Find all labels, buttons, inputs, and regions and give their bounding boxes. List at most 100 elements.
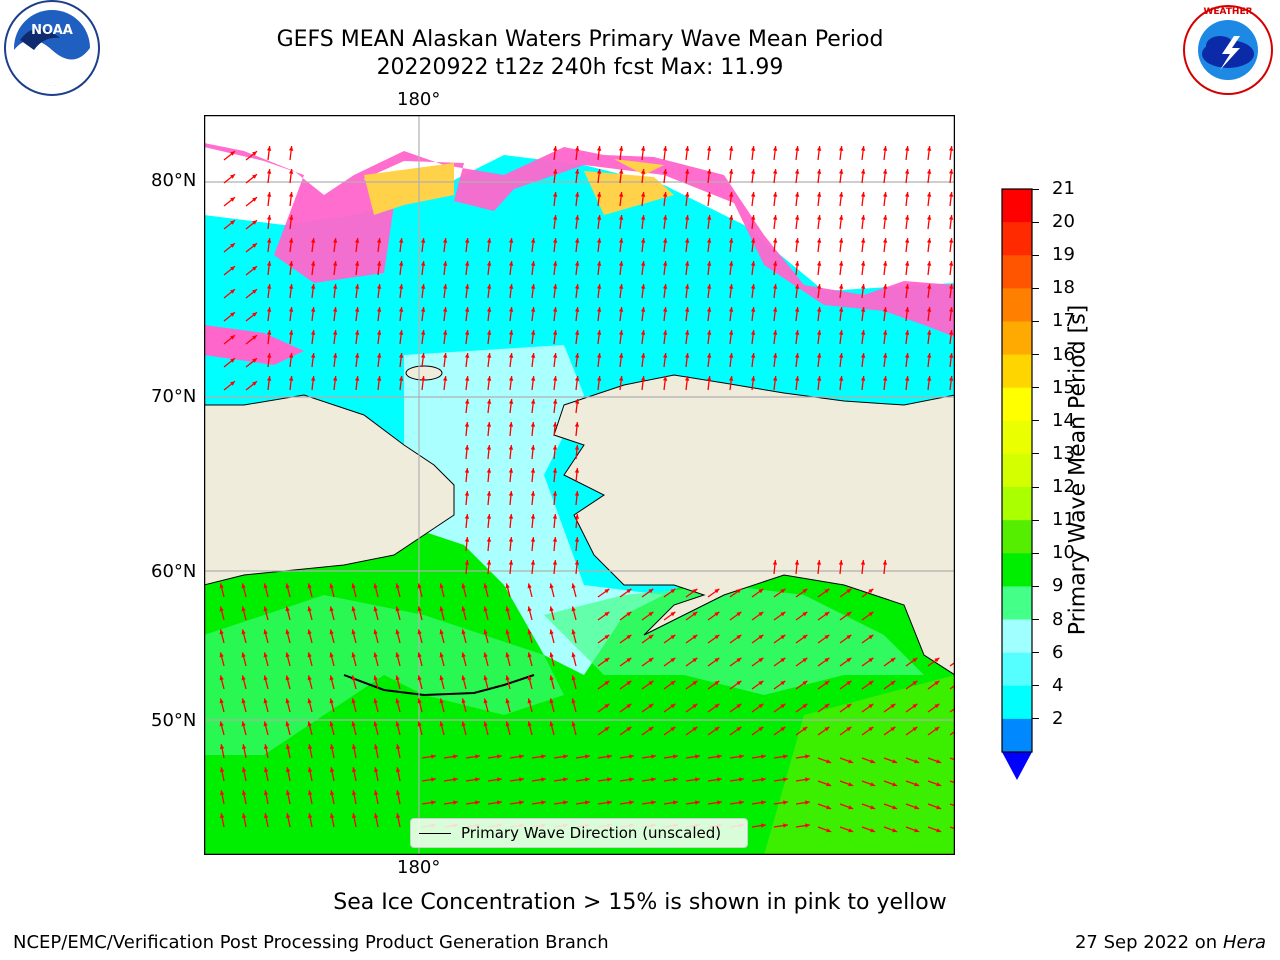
direction-arrow bbox=[926, 284, 932, 299]
direction-arrow bbox=[904, 215, 910, 230]
direction-arrow bbox=[948, 261, 954, 276]
direction-arrow bbox=[439, 721, 445, 736]
direction-arrow bbox=[575, 754, 590, 759]
direction-arrow bbox=[223, 311, 236, 322]
direction-arrow bbox=[904, 284, 910, 299]
direction-arrow bbox=[552, 169, 558, 184]
direction-arrow bbox=[574, 215, 580, 230]
direction-arrow bbox=[728, 169, 734, 184]
direction-arrow bbox=[285, 675, 291, 690]
direction-arrow bbox=[527, 629, 533, 644]
direction-arrow bbox=[949, 684, 955, 690]
direction-arrow bbox=[332, 353, 338, 368]
direction-arrow bbox=[949, 826, 955, 830]
direction-arrow bbox=[285, 721, 291, 736]
direction-arrow bbox=[772, 192, 778, 207]
direction-arrow bbox=[376, 376, 382, 391]
direction-arrow bbox=[223, 334, 236, 345]
direction-arrow bbox=[839, 634, 852, 644]
direction-arrow bbox=[618, 376, 624, 391]
direction-arrow bbox=[883, 826, 898, 833]
direction-arrow bbox=[376, 330, 382, 345]
colorbar-tick-label: 9 bbox=[1052, 575, 1064, 597]
direction-arrow bbox=[552, 491, 558, 506]
direction-arrow bbox=[223, 150, 236, 161]
direction-arrow bbox=[795, 680, 808, 690]
direction-arrow bbox=[663, 777, 678, 782]
direction-arrow bbox=[552, 238, 558, 253]
direction-arrow bbox=[223, 219, 236, 230]
sea-ice-high bbox=[364, 159, 674, 215]
direction-arrow bbox=[750, 353, 756, 368]
direction-arrow bbox=[376, 261, 382, 276]
direction-arrow bbox=[398, 376, 404, 391]
direction-arrow bbox=[508, 491, 514, 506]
direction-arrow bbox=[706, 261, 712, 276]
colorbar-tick-mark bbox=[1032, 354, 1039, 356]
direction-arrow bbox=[332, 330, 338, 345]
direction-arrow bbox=[619, 611, 632, 621]
direction-arrow bbox=[927, 780, 942, 787]
direction-arrow bbox=[706, 192, 712, 207]
direction-arrow bbox=[860, 307, 866, 322]
direction-arrow bbox=[597, 726, 610, 736]
direction-arrow bbox=[505, 606, 511, 621]
direction-arrow bbox=[421, 777, 436, 782]
direction-arrow bbox=[241, 767, 247, 782]
direction-arrow bbox=[795, 823, 810, 828]
direction-arrow bbox=[461, 721, 467, 736]
direction-arrow bbox=[219, 790, 225, 805]
direction-arrow bbox=[288, 146, 294, 161]
direction-arrow bbox=[838, 284, 844, 299]
direction-arrow bbox=[882, 330, 888, 345]
direction-arrow bbox=[773, 588, 786, 598]
direction-arrow bbox=[663, 680, 676, 690]
direction-arrow bbox=[508, 445, 514, 460]
lon-label-top: 180° bbox=[397, 89, 441, 110]
direction-arrow bbox=[905, 657, 918, 667]
direction-arrow bbox=[552, 399, 558, 414]
colorbar-tick-mark bbox=[1032, 486, 1039, 488]
direction-arrow bbox=[483, 629, 489, 644]
direction-arrow bbox=[241, 721, 247, 736]
direction-arrow bbox=[395, 583, 401, 598]
direction-arrow bbox=[395, 790, 401, 805]
direction-arrow bbox=[685, 611, 698, 621]
direction-arrow bbox=[883, 680, 896, 690]
direction-arrow bbox=[373, 744, 379, 759]
direction-arrow bbox=[571, 583, 577, 598]
direction-arrow bbox=[574, 146, 580, 161]
direction-arrow bbox=[838, 307, 844, 322]
colorbar-tick-mark bbox=[1032, 652, 1039, 654]
direction-arrow bbox=[773, 657, 786, 667]
direction-arrow bbox=[597, 680, 610, 690]
direction-arrow bbox=[817, 611, 830, 621]
direction-arrow bbox=[266, 169, 272, 184]
direction-arrow bbox=[596, 146, 602, 161]
lat-label-60: 60°N bbox=[151, 561, 197, 582]
noaa-logo: NOAA bbox=[4, 0, 100, 96]
direction-arrow bbox=[373, 698, 379, 713]
direction-arrow bbox=[310, 307, 316, 322]
direction-arrow bbox=[508, 468, 514, 483]
direction-arrow bbox=[245, 288, 258, 299]
direction-arrow bbox=[531, 800, 546, 805]
direction-arrow bbox=[310, 376, 316, 391]
direction-arrow bbox=[948, 307, 954, 322]
direction-arrow bbox=[464, 284, 470, 299]
colorbar-tick-mark bbox=[1032, 619, 1039, 621]
direction-arrow bbox=[728, 215, 734, 230]
direction-arrow bbox=[505, 721, 511, 736]
direction-arrow bbox=[817, 657, 830, 667]
direction-arrow bbox=[307, 790, 313, 805]
direction-arrow bbox=[597, 611, 610, 621]
direction-arrow bbox=[288, 215, 294, 230]
direction-arrow bbox=[882, 560, 888, 575]
direction-arrow bbox=[574, 261, 580, 276]
direction-arrow bbox=[486, 353, 492, 368]
direction-arrow bbox=[817, 588, 830, 598]
svg-text:WEATHER: WEATHER bbox=[1203, 7, 1252, 17]
direction-arrow bbox=[329, 813, 335, 828]
direction-arrow bbox=[882, 215, 888, 230]
direction-arrow bbox=[641, 611, 654, 621]
